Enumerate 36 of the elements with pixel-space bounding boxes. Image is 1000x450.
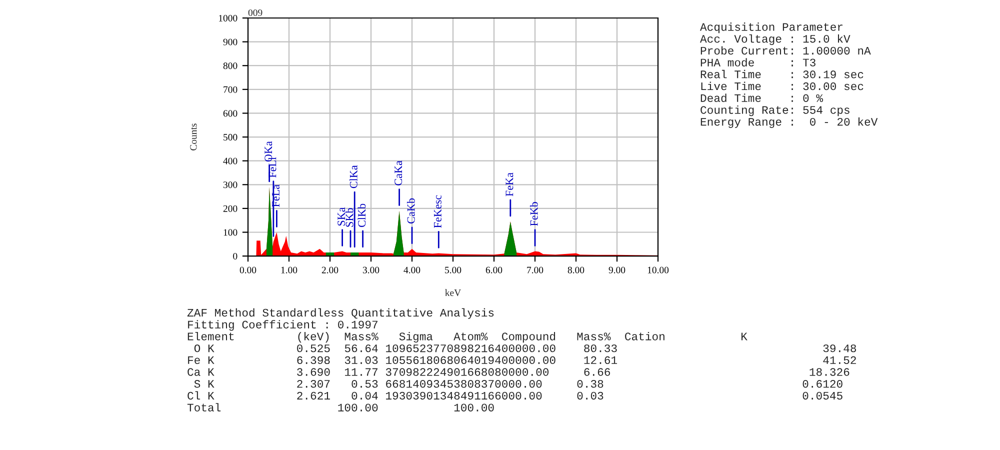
- y-tick-label: 200: [223, 205, 238, 212]
- x-tick-label: 8.00: [568, 266, 584, 274]
- y-tick-label: 500: [224, 134, 238, 140]
- x-tick-label: 5.00: [445, 266, 462, 274]
- x-tick-label: 9.00: [608, 266, 626, 274]
- annotation: SKa: [338, 207, 346, 226]
- annotation: FeKesc: [434, 195, 442, 228]
- x-axis-title: keV: [445, 289, 461, 296]
- y-tick-label: 400: [223, 158, 238, 164]
- annotation: SKb: [345, 208, 354, 227]
- y-tick-label: 600: [223, 110, 238, 117]
- text: ZAF Method Standardless Quantitative Analysis Fitting Coefficient : 0.1997 Element (keV) Mass% Sigma Atom% Compound Mass% Cation K O K 0.525 56.64 1096523770898216400000.00 80.33 39.48 Fe K 6.398 31.03 1055618068064019400000.00 12.61 41.52 Ca K 3.690 11.77 370982224901668080000.00 6.66 18.326 S K 2.307 0.53 66814093453808370000.00 0.38 0.6120 Cl K 2.621 0.04 19303901348491166000.00 0.03 0.0545 Total 100.00 100.00: [187, 308, 856, 412]
- y-tick-label: 800: [223, 62, 238, 70]
- y-tick-label: 1000: [218, 14, 238, 22]
- x-tick-label: 10.00: [648, 266, 669, 274]
- x-tick-label: 3.00: [362, 266, 380, 274]
- y-tick-label: 300: [223, 182, 238, 188]
- y-tick-label: 0: [233, 252, 238, 260]
- x-tick-label: 7.00: [527, 266, 544, 274]
- text: Acquisition Parameter Acc. Voltage : 15.0 kV Probe Current: 1.00000 nA PHA mode : T3 Real Time : 30.19 sec Live Time : 30.00 sec Dead Time : 0 % Counting Rate: 554 cps Energy Range : 0 - 20 keV: [700, 22, 878, 128]
- x-tick-label: 1.00: [281, 266, 298, 274]
- annotation: CaKa: [394, 160, 402, 186]
- text: 009: [248, 9, 262, 16]
- x-tick-label: 0.00: [240, 266, 256, 274]
- x-tick-label: 2.00: [322, 266, 338, 274]
- y-tick-label: 100: [224, 229, 238, 236]
- x-tick-label: 6.00: [486, 266, 502, 274]
- annotation: FeKb: [530, 202, 538, 226]
- y-tick-label: 700: [224, 86, 238, 93]
- annotation: FeKa: [506, 172, 514, 196]
- annotation: ClKa: [350, 165, 358, 188]
- annotation: CaKb: [406, 198, 415, 224]
- x-tick-label: 4.00: [404, 266, 420, 274]
- y-axis-title: Counts: [190, 124, 197, 150]
- annotation: ClKb: [358, 204, 366, 228]
- y-tick-label: 900: [223, 38, 238, 46]
